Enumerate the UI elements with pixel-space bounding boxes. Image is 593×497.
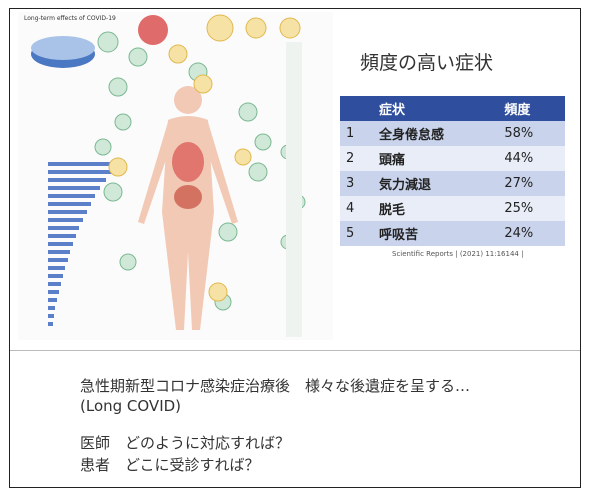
table-cell: 44% (498, 146, 565, 171)
note-line: (Long COVID) (80, 397, 182, 415)
note-line: 医師 どのように対応すれば？ (80, 434, 291, 452)
table-row: 3 気力減退 27% (340, 171, 565, 196)
table-row: 4 脱毛 25% (340, 196, 565, 221)
figure-title: Long-term effects of COVID-19 (24, 15, 116, 22)
table-header: 症状 頻度 (340, 96, 565, 121)
bar-block (48, 162, 118, 326)
table-row: 1 全身倦怠感 58% (340, 121, 565, 146)
symptom-circles-yellow (108, 14, 301, 302)
table-cell: 気力減退 (373, 171, 499, 196)
side-column (286, 42, 302, 337)
table-row: 2 頭痛 44% (340, 146, 565, 171)
table-cell: 頭痛 (373, 146, 499, 171)
divider (10, 350, 580, 351)
header-cell: 症状 (373, 96, 499, 121)
table-cell: 24% (498, 221, 565, 246)
table-cell: 3 (340, 171, 374, 196)
infographic: Long-term effects of COVID-19 (18, 12, 333, 340)
note-line: 急性期新型コロナ感染症治療後 様々な後遺症を呈する… (80, 377, 471, 395)
table-cell: 全身倦怠感 (373, 121, 499, 146)
body-figure (138, 86, 238, 330)
pie-top (31, 36, 95, 60)
table-cell: 2 (340, 146, 374, 171)
table-cell: 呼吸苦 (373, 221, 499, 246)
slide-heading: 頻度の高い症状 (360, 52, 494, 74)
fatigue-circle (138, 15, 168, 45)
table-cell: 58% (498, 121, 565, 146)
slide-frame (9, 8, 581, 488)
table-cell: 27% (498, 171, 565, 196)
header-cell: 頻度 (498, 96, 565, 121)
symptom-table: 症状 頻度 1 全身倦怠感 58% 2 頭痛 44% 3 気力減退 27% 4 脱毛 25% 5 呼吸苦 24% (340, 96, 565, 246)
table-cell: 1 (340, 121, 374, 146)
table-cell: 脱毛 (373, 196, 499, 221)
note-line: 患者 どこに受診すれば？ (80, 456, 260, 474)
citation: Scientific Reports | (2021) 11:16144 | (392, 250, 524, 258)
table-row: 5 呼吸苦 24% (340, 221, 565, 246)
table-cell: 25% (498, 196, 565, 221)
table-cell: 4 (340, 196, 374, 221)
header-cell (340, 96, 374, 121)
symptom-circles (94, 31, 306, 311)
table-cell: 5 (340, 221, 374, 246)
